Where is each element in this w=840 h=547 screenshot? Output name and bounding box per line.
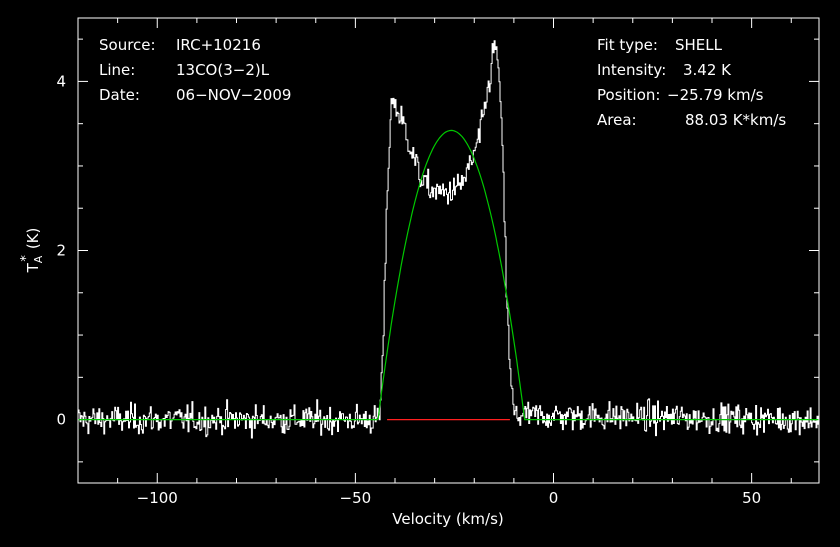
- info-block-right: Fit type: SHELL Intensity: 3.42 K Positi…: [597, 36, 786, 129]
- y-axis-label: TA*(K): [19, 228, 45, 274]
- info-block-left: Source: IRC+10216 Line: 13CO(3−2)L Date:…: [99, 36, 291, 104]
- position-label: Position:: [597, 86, 660, 104]
- tick-labels: −100 −50 0 50 0 2 4: [56, 72, 761, 507]
- source-label: Source:: [99, 36, 156, 54]
- x-tick-label: 50: [742, 489, 761, 507]
- y-tick-label: 2: [56, 242, 66, 260]
- fit-type-value: SHELL: [675, 36, 723, 54]
- x-axis-label: Velocity (km/s): [392, 510, 503, 528]
- line-value: 13CO(3−2)L: [176, 61, 270, 79]
- date-label: Date:: [99, 86, 140, 104]
- shell-fit-curve: [78, 129, 819, 421]
- tick-marks: [77, 18, 819, 483]
- position-value: −25.79 km/s: [667, 86, 764, 104]
- x-tick-label: 0: [549, 489, 559, 507]
- plot-frame: [77, 17, 820, 484]
- area-value: 88.03 K*km/s: [685, 111, 786, 129]
- y-tick-label: 0: [56, 411, 66, 429]
- line-label: Line:: [99, 61, 135, 79]
- fit-type-label: Fit type:: [597, 36, 658, 54]
- intensity-value: 3.42 K: [683, 61, 732, 79]
- source-value: IRC+10216: [176, 36, 261, 54]
- date-value: 06−NOV−2009: [176, 86, 291, 104]
- observed-spectrum-line: [78, 40, 819, 439]
- intensity-label: Intensity:: [597, 61, 666, 79]
- x-tick-label: −100: [137, 489, 178, 507]
- y-tick-label: 4: [56, 72, 66, 90]
- x-tick-label: −50: [340, 489, 372, 507]
- area-label: Area:: [597, 111, 637, 129]
